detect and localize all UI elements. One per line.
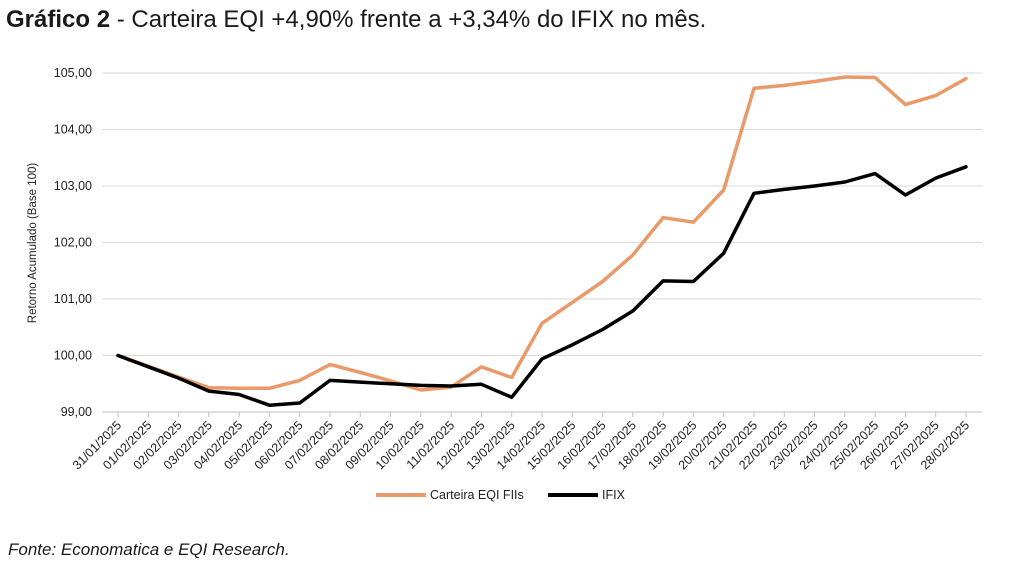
series-line-carteira	[116, 75, 968, 392]
series-lines	[116, 75, 968, 407]
y-tick-label: 100,00	[54, 349, 92, 363]
y-tick-label: 102,00	[54, 236, 92, 250]
y-tick-label: 99,00	[61, 405, 92, 419]
legend-label-carteira: Carteira EQI FIIs	[430, 488, 524, 502]
y-axis-label: Retorno Acumulado (Base 100)	[27, 163, 39, 324]
y-axis: 99,00 100,00 101,00 102,00 103,00 104,00 105,0…	[54, 66, 92, 419]
y-tick-label: 101,00	[54, 292, 92, 306]
x-axis: 31/01/202501/02/202502/02/202503/02/2025…	[70, 411, 982, 472]
source-note: Fonte: Economatica e EQI Research.	[8, 540, 290, 559]
chart-title-bold: Gráfico 2	[6, 6, 111, 33]
legend: Carteira EQI FIIs IFIX	[376, 488, 626, 502]
y-tick-label: 105,00	[54, 66, 92, 80]
line-chart: 99,00 100,00 101,00 102,00 103,00 104,00 105,0…	[27, 66, 982, 502]
series-line-ifix	[116, 165, 968, 407]
chart-title-rest: - Carteira EQI +4,90% frente a +3,34% do…	[110, 6, 707, 33]
chart-title: Gráfico 2 - Carteira EQI +4,90% frente a…	[6, 6, 706, 34]
y-tick-label: 103,00	[54, 179, 92, 193]
legend-label-ifix: IFIX	[602, 488, 626, 502]
y-tick-label: 104,00	[54, 123, 92, 137]
